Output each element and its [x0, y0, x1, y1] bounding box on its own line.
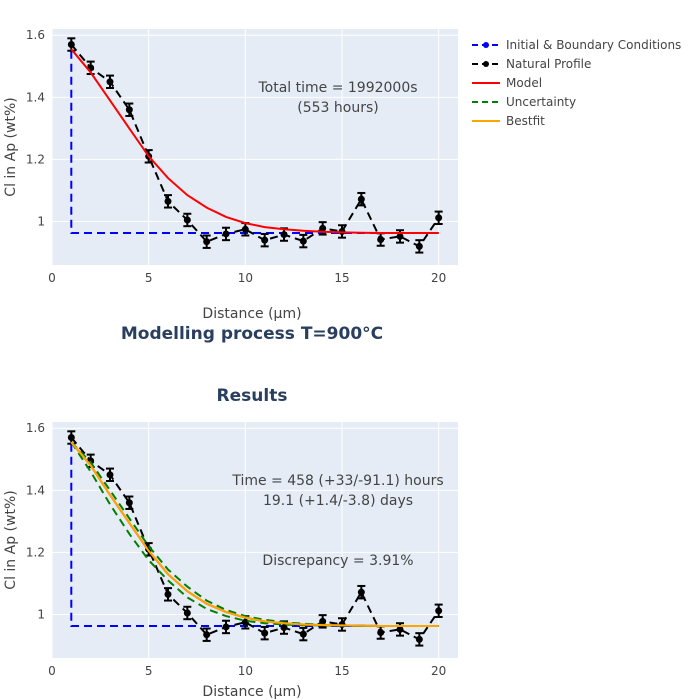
- series-layer: [67, 430, 443, 647]
- annotation-days: 19.1 (+1.4/-3.8) days: [263, 493, 413, 509]
- x-ticks: 0 5 10 15 20: [48, 271, 446, 285]
- x-ticks: 0 5 10 15 20: [48, 664, 446, 678]
- x-axis-title: Distance (μm): [202, 306, 301, 322]
- data-point: [203, 631, 211, 639]
- y-tick-label: 1.6: [26, 28, 45, 42]
- x-tick-label: 20: [431, 271, 446, 285]
- subplot-results: Results 0 5 10 15 20 1 1.2 1.4 1.6 Distance (μm…: [3, 386, 458, 700]
- data-point: [396, 625, 404, 633]
- x-tick-label: 5: [145, 664, 153, 678]
- data-point: [67, 41, 75, 49]
- y-tick-label: 1: [37, 215, 45, 229]
- legend-label: Natural Profile: [506, 57, 591, 71]
- data-point: [299, 630, 307, 638]
- legend-marker: [483, 42, 489, 48]
- y-axis-title: Cl in Ap (wt%): [3, 97, 19, 196]
- data-point: [357, 195, 365, 203]
- data-point: [415, 635, 423, 643]
- y-tick-label: 1: [37, 608, 45, 622]
- y-tick-label: 1.4: [26, 90, 45, 104]
- data-point: [106, 471, 114, 479]
- y-ticks: 1 1.2 1.4 1.6: [26, 28, 45, 228]
- data-point: [106, 78, 114, 86]
- data-point: [280, 231, 288, 239]
- legend-item[interactable]: Uncertainty: [472, 95, 576, 109]
- x-tick-label: 20: [431, 664, 446, 678]
- natural-profile-line: [70, 43, 440, 248]
- legend-marker: [483, 61, 489, 67]
- annotation-total-time: Total time = 1992000s: [257, 80, 417, 96]
- legend-label: Initial & Boundary Conditions: [506, 38, 681, 52]
- y-axis-title: Cl in Ap (wt%): [3, 490, 19, 589]
- initial-boundary-conditions-line: [70, 443, 439, 627]
- bestfit-line: [70, 441, 439, 627]
- data-point: [164, 590, 172, 598]
- initial-boundary-conditions-line: [70, 50, 439, 234]
- plot-title: Modelling process T=900°C: [121, 324, 383, 344]
- data-point: [377, 629, 385, 637]
- data-point: [164, 197, 172, 205]
- series-layer: [67, 37, 443, 254]
- legend-item[interactable]: Bestfit: [472, 114, 545, 128]
- data-point: [203, 238, 211, 246]
- annotation-hours: (553 hours): [297, 100, 378, 116]
- data-point: [280, 624, 288, 632]
- legend-label: Model: [506, 76, 542, 90]
- x-tick-label: 10: [238, 664, 253, 678]
- model-line: [70, 48, 439, 234]
- y-tick-label: 1.4: [26, 483, 45, 497]
- data-point: [357, 588, 365, 596]
- legend-item[interactable]: Initial & Boundary Conditions: [472, 38, 681, 52]
- data-point: [377, 236, 385, 244]
- data-point: [241, 225, 249, 233]
- plot-title: Results: [217, 386, 288, 406]
- x-tick-label: 0: [48, 664, 56, 678]
- legend-item[interactable]: Natural Profile: [472, 57, 591, 71]
- y-tick-label: 1.6: [26, 421, 45, 435]
- data-point: [261, 629, 269, 637]
- data-point: [319, 224, 327, 232]
- data-point: [183, 609, 191, 617]
- legend-label: Uncertainty: [506, 95, 576, 109]
- data-point: [222, 230, 230, 238]
- data-point: [67, 434, 75, 442]
- legend: Initial & Boundary Conditions Natural Pro…: [472, 38, 681, 128]
- data-point: [415, 242, 423, 250]
- x-tick-label: 0: [48, 271, 56, 285]
- data-point: [299, 237, 307, 245]
- x-tick-label: 5: [145, 271, 153, 285]
- data-point: [241, 618, 249, 626]
- data-point: [435, 214, 443, 222]
- data-point: [319, 617, 327, 625]
- y-tick-label: 1.2: [26, 545, 45, 559]
- data-point: [183, 216, 191, 224]
- data-point: [222, 623, 230, 631]
- subplot-modelling: 0 5 10 15 20 1 1.2 1.4 1.6 Distance (μm) Cl in …: [3, 28, 458, 344]
- data-point: [125, 499, 133, 507]
- data-point: [125, 106, 133, 114]
- y-ticks: 1 1.2 1.4 1.6: [26, 421, 45, 621]
- annotation-time: Time = 458 (+33/-91.1) hours: [231, 473, 443, 489]
- natural-profile-line: [70, 436, 440, 641]
- annotation-discrepancy: Discrepancy = 3.91%: [262, 553, 413, 569]
- x-tick-label: 15: [334, 271, 349, 285]
- data-point: [261, 236, 269, 244]
- y-tick-label: 1.2: [26, 152, 45, 166]
- data-point: [435, 607, 443, 615]
- x-tick-label: 10: [238, 271, 253, 285]
- legend-item[interactable]: Model: [472, 76, 542, 90]
- legend-label: Bestfit: [506, 114, 545, 128]
- x-tick-label: 15: [334, 664, 349, 678]
- data-point: [396, 232, 404, 240]
- x-axis-title: Distance (μm): [202, 684, 301, 700]
